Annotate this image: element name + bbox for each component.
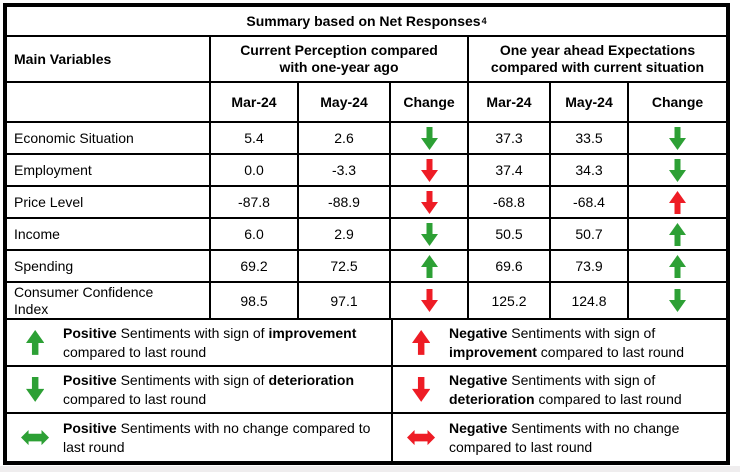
value-cell: -87.8 <box>211 187 299 219</box>
value-cell: 2.6 <box>299 123 391 155</box>
row-label-text: Consumer Confidence Index <box>14 283 154 317</box>
current-perception-group-header: Current Perception compared with one-yea… <box>211 37 469 83</box>
legend-item-text: Negative Sentiments with sign of improve… <box>449 325 685 360</box>
legend-red-lr-arrow-icon <box>393 429 449 446</box>
green-up-arrow-icon <box>669 254 686 278</box>
value-cell: 33.5 <box>551 123 629 155</box>
legend-red-up-arrow-icon <box>393 330 449 355</box>
red-up-arrow-icon <box>669 190 686 214</box>
change-cell <box>391 283 469 320</box>
subheader-ex-may24: May-24 <box>551 83 629 123</box>
value-cell: 2.9 <box>299 219 391 251</box>
row-label-text: Price Level <box>14 193 84 210</box>
value-cell: -3.3 <box>299 155 391 187</box>
legend-item: Negative Sentiments with no change compa… <box>393 414 726 461</box>
value-cell: 0.0 <box>211 155 299 187</box>
legend-item-text: Positive Sentiments with sign of deterio… <box>63 372 355 407</box>
legend-item-text: Positive Sentiments with sign of improve… <box>63 325 357 360</box>
legend-green-lr-arrow-icon <box>7 429 63 446</box>
value-cell: 34.3 <box>551 155 629 187</box>
value-cell: -68.8 <box>469 187 551 219</box>
value-cell: 6.0 <box>211 219 299 251</box>
row-label: Income <box>7 219 211 251</box>
value-cell: 50.7 <box>551 219 629 251</box>
value-cell: 5.4 <box>211 123 299 155</box>
value-cell: -88.9 <box>299 187 391 219</box>
subheader-ex-change: Change <box>629 83 726 123</box>
change-cell <box>391 219 469 251</box>
table-title: Summary based on Net Responses 4 <box>7 7 726 37</box>
row-label: Employment <box>7 155 211 187</box>
change-cell <box>391 251 469 283</box>
page-bottom-strip <box>0 466 740 472</box>
subheader-cp-change: Change <box>391 83 469 123</box>
row-label-text: Income <box>14 225 60 242</box>
change-cell <box>629 283 726 320</box>
legend-item: Positive Sentiments with sign of deterio… <box>7 367 393 414</box>
legend-item: Positive Sentiments with no change compa… <box>7 414 393 461</box>
green-down-arrow-icon <box>669 158 686 182</box>
change-cell <box>391 187 469 219</box>
change-cell <box>629 219 726 251</box>
change-cell <box>629 123 726 155</box>
value-cell: 72.5 <box>299 251 391 283</box>
legend-item: Negative Sentiments with sign of deterio… <box>393 367 726 414</box>
value-cell: 50.5 <box>469 219 551 251</box>
change-cell <box>629 251 726 283</box>
change-cell <box>391 155 469 187</box>
red-down-arrow-icon <box>420 190 438 214</box>
subheader-empty-cell <box>7 83 211 123</box>
value-cell: 73.9 <box>551 251 629 283</box>
value-cell: 37.3 <box>469 123 551 155</box>
legend-item-text: Negative Sentiments with sign of deterio… <box>449 372 682 407</box>
legend-red-down-arrow-icon <box>393 377 449 402</box>
change-cell <box>629 155 726 187</box>
legend-item-text: Negative Sentiments with no change compa… <box>449 420 680 455</box>
value-cell: 69.6 <box>469 251 551 283</box>
summary-grid: Main Variables Current Perception compar… <box>7 37 726 320</box>
value-cell: -68.4 <box>551 187 629 219</box>
legend: Positive Sentiments with sign of improve… <box>7 320 726 461</box>
row-label-text: Spending <box>14 257 74 274</box>
row-label: Consumer Confidence Index <box>7 283 211 320</box>
legend-green-down-arrow-icon <box>7 377 63 402</box>
legend-item: Negative Sentiments with sign of improve… <box>393 320 726 367</box>
row-label-text: Economic Situation <box>14 129 134 146</box>
value-cell: 69.2 <box>211 251 299 283</box>
row-label-text: Employment <box>14 161 92 178</box>
value-cell: 37.4 <box>469 155 551 187</box>
value-cell: 98.5 <box>211 283 299 320</box>
change-cell <box>629 187 726 219</box>
green-down-arrow-icon <box>420 126 438 150</box>
change-cell <box>391 123 469 155</box>
legend-item: Positive Sentiments with sign of improve… <box>7 320 393 367</box>
red-down-arrow-icon <box>420 289 438 312</box>
legend-item-text: Positive Sentiments with no change compa… <box>63 420 371 455</box>
green-up-arrow-icon <box>669 222 686 246</box>
row-label: Price Level <box>7 187 211 219</box>
subheader-cp-mar24: Mar-24 <box>211 83 299 123</box>
value-cell: 124.8 <box>551 283 629 320</box>
green-up-arrow-icon <box>420 254 438 278</box>
row-label: Spending <box>7 251 211 283</box>
expectations-group-header: One year ahead Expectations compared wit… <box>469 37 726 83</box>
green-down-arrow-icon <box>669 126 686 150</box>
main-variables-header: Main Variables <box>7 37 211 83</box>
green-down-arrow-icon <box>420 222 438 246</box>
legend-green-up-arrow-icon <box>7 330 63 355</box>
value-cell: 125.2 <box>469 283 551 320</box>
green-down-arrow-icon <box>669 289 686 312</box>
red-down-arrow-icon <box>420 158 438 182</box>
subheader-ex-mar24: Mar-24 <box>469 83 551 123</box>
subheader-cp-may24: May-24 <box>299 83 391 123</box>
table-title-text: Summary based on Net Responses <box>246 13 481 29</box>
value-cell: 97.1 <box>299 283 391 320</box>
row-label: Economic Situation <box>7 123 211 155</box>
summary-table: Summary based on Net Responses 4 Main Var… <box>3 3 730 465</box>
